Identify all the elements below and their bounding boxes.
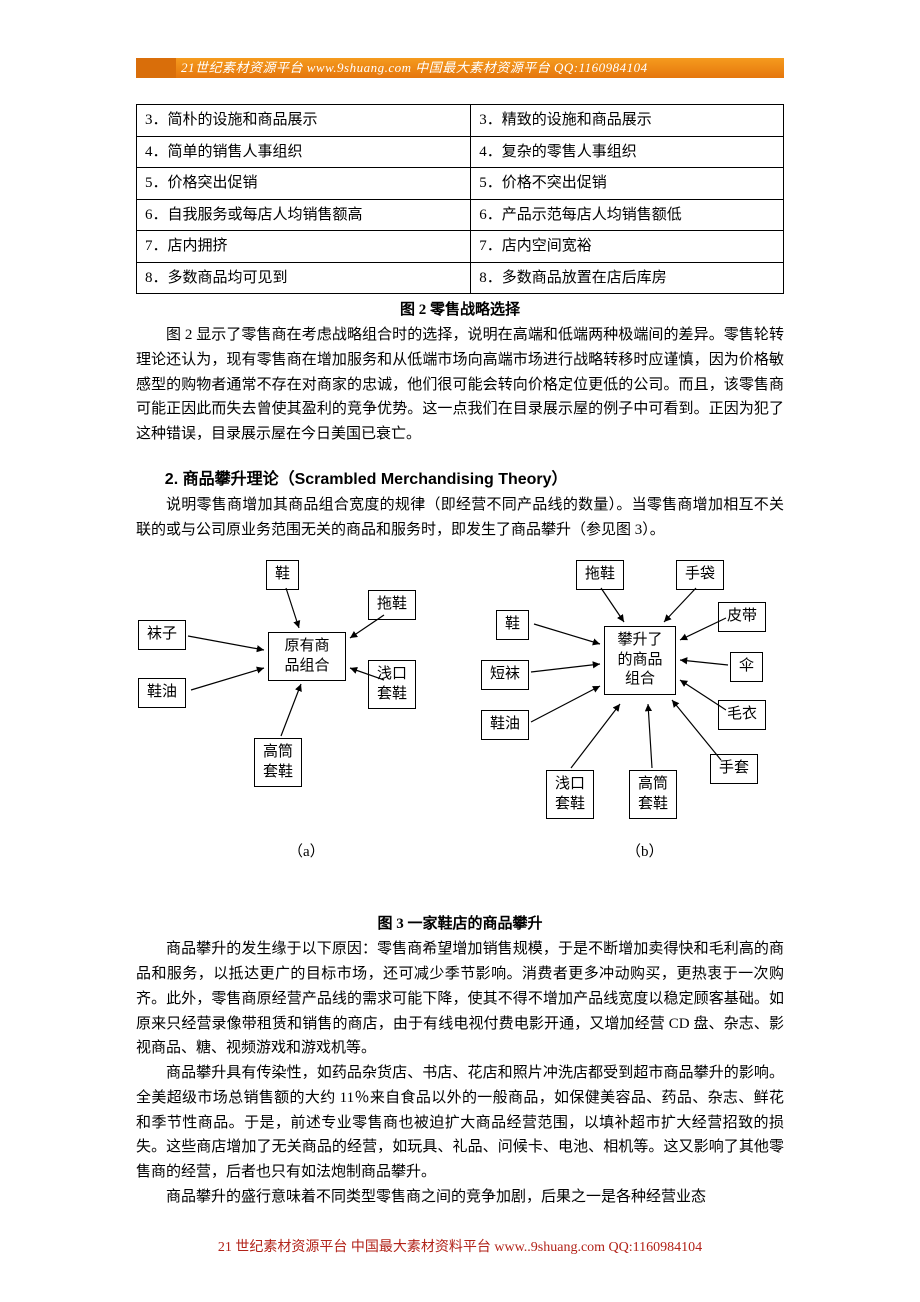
diagramB-node-4: 毛衣: [718, 700, 766, 730]
table-row: 7．店内拥挤7．店内空间宽裕: [137, 231, 784, 263]
diagramB-node-8: 鞋油: [481, 710, 529, 740]
table-cell: 4．复杂的零售人事组织: [471, 136, 784, 168]
table-cell: 3．精致的设施和商品展示: [471, 105, 784, 137]
table-row: 6．自我服务或每店人均销售额高6．产品示范每店人均销售额低: [137, 199, 784, 231]
paragraph-2: 说明零售商增加其商品组合宽度的规律（即经营不同产品线的数量）。当零售商增加相互不…: [136, 493, 784, 543]
diagramA-node-5: 袜子: [138, 620, 186, 650]
header-text: 21世纪素材资源平台 www.9shuang.com 中国最大素材资源平台 QQ…: [181, 60, 648, 75]
table-row: 8．多数商品均可见到8．多数商品放置在店后库房: [137, 262, 784, 294]
paragraph-5: 商品攀升的盛行意味着不同类型零售商之间的竞争加剧，后果之一是各种经营业态: [136, 1185, 784, 1210]
figure2-caption: 图 2 零售战略选择: [136, 298, 784, 319]
paragraph-1: 图 2 显示了零售商在考虑战略组合时的选择，说明在高端和低端两种极端间的差异。零…: [136, 323, 784, 447]
table-cell: 8．多数商品放置在店后库房: [471, 262, 784, 294]
diagramA-node-2: 浅口套鞋: [368, 660, 416, 709]
paragraph-4: 商品攀升具有传染性，如药品杂货店、书店、花店和照片冲洗店都受到超市商品攀升的影响…: [136, 1061, 784, 1185]
table-cell: 8．多数商品均可见到: [137, 262, 471, 294]
table-cell: 5．价格不突出促销: [471, 168, 784, 200]
diagramA-node-3: 高筒套鞋: [254, 738, 302, 787]
diagramB-node-5: 手套: [710, 754, 758, 784]
diagramB-node-1: 手袋: [676, 560, 724, 590]
header-banner: 21世纪素材资源平台 www.9shuang.com 中国最大素材资源平台 QQ…: [136, 58, 784, 78]
table-cell: 6．产品示范每店人均销售额低: [471, 199, 784, 231]
comparison-table: 3．简朴的设施和商品展示3．精致的设施和商品展示4．简单的销售人事组织4．复杂的…: [136, 104, 784, 294]
table-cell: 7．店内拥挤: [137, 231, 471, 263]
section2-number: 2.: [165, 471, 178, 488]
table-row: 5．价格突出促销5．价格不突出促销: [137, 168, 784, 200]
diagramB-node-2: 皮带: [718, 602, 766, 632]
table-cell: 6．自我服务或每店人均销售额高: [137, 199, 471, 231]
page-footer: 21 世纪素材资源平台 中国最大素材资料平台 www..9shuang.com …: [0, 1236, 920, 1256]
figure3-caption: 图 3 一家鞋店的商品攀升: [136, 912, 784, 933]
table-cell: 4．简单的销售人事组织: [137, 136, 471, 168]
table-row: 3．简朴的设施和商品展示3．精致的设施和商品展示: [137, 105, 784, 137]
diagramA-label: （a）: [288, 840, 325, 861]
diagramB-node-6: 高筒套鞋: [629, 770, 677, 819]
diagram-arrows: [136, 560, 784, 900]
section2-heading: 2. 商品攀升理论（Scrambled Merchandising Theory…: [136, 465, 784, 489]
diagramA-node-0: 鞋: [266, 560, 299, 590]
diagramA-node-4: 鞋油: [138, 678, 186, 708]
header-logo: [136, 58, 176, 78]
diagramB-node-3: 伞: [730, 652, 763, 682]
diagramB-label: （b）: [626, 840, 664, 861]
diagramA-node-1: 拖鞋: [368, 590, 416, 620]
diagramB-node-9: 短袜: [481, 660, 529, 690]
table-cell: 7．店内空间宽裕: [471, 231, 784, 263]
diagramB-node-7: 浅口套鞋: [546, 770, 594, 819]
diagramB-center: 攀升了的商品组合: [604, 626, 676, 695]
figure3-diagram-container: 原有商品组合 鞋 拖鞋 浅口套鞋 高筒套鞋 鞋油 袜子 （a） 攀升了的商品组合…: [136, 560, 784, 900]
table-cell: 5．价格突出促销: [137, 168, 471, 200]
section2-title: 商品攀升理论（Scrambled Merchandising Theory）: [183, 471, 568, 488]
page-content: 3．简朴的设施和商品展示3．精致的设施和商品展示4．简单的销售人事组织4．复杂的…: [136, 104, 784, 1210]
diagramB-node-10: 鞋: [496, 610, 529, 640]
paragraph-3: 商品攀升的发生缘于以下原因：零售商希望增加销售规模，于是不断增加卖得快和毛利高的…: [136, 937, 784, 1061]
table-row: 4．简单的销售人事组织4．复杂的零售人事组织: [137, 136, 784, 168]
diagramB-node-0: 拖鞋: [576, 560, 624, 590]
diagramA-center: 原有商品组合: [268, 632, 346, 681]
table-cell: 3．简朴的设施和商品展示: [137, 105, 471, 137]
